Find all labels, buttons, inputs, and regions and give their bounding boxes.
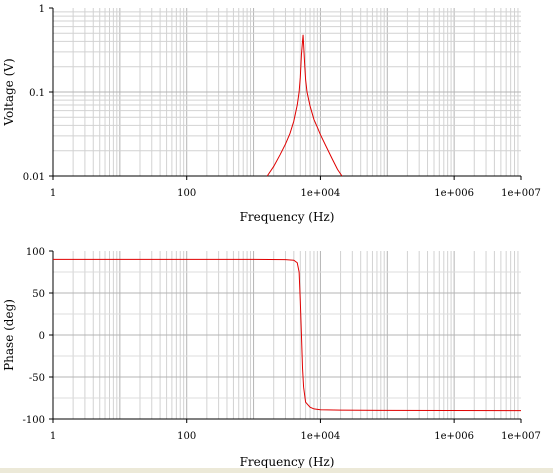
y-tick-label: 1 [39,4,45,15]
status-strip [0,468,553,473]
y-tick-label: -100 [23,415,45,426]
phase-chart: 1 100 1e+004 1e+006 1e+007 100 50 0 -50 -100 Frequ… [2,247,541,469]
series-line [266,34,343,177]
y-tick-label: 0 [39,331,45,342]
y-tick-label: 50 [32,289,45,300]
y-tick-label: 0.1 [29,88,45,99]
y-axis-title: Phase (deg) [2,299,16,371]
x-tick-label: 1 [50,431,56,442]
x-tick-label: 1e+004 [301,431,341,442]
x-axis-title: Frequency (Hz) [240,455,335,469]
x-tick-label: 1e+006 [434,431,474,442]
voltage-chart: 1 100 1e+004 1e+006 1e+007 1 0.1 0.01 Frequency … [2,4,541,224]
x-axis-title: Frequency (Hz) [240,210,335,224]
x-tick-label: 1e+004 [301,188,341,199]
y-tick-label: -50 [29,373,45,384]
x-tick-label: 1e+007 [501,188,541,199]
x-tick-label: 1e+007 [501,431,541,442]
y-tick-label: 0.01 [23,172,45,183]
y-axis-title: Voltage (V) [2,58,16,126]
series-line [53,258,522,412]
x-tick-label: 1 [50,188,56,199]
x-tick-label: 100 [177,188,196,199]
x-tick-label: 100 [177,431,196,442]
x-tick-label: 1e+006 [434,188,474,199]
y-tick-label: 100 [26,247,45,258]
